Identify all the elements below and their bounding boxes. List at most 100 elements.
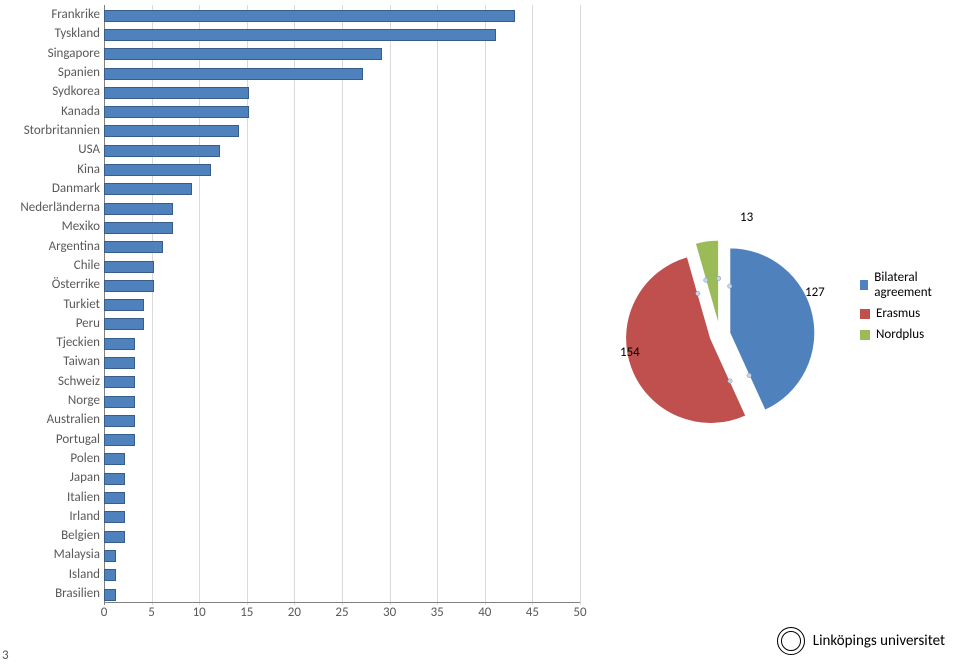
bar-row: Nederländerna bbox=[0, 198, 580, 217]
bar-fill bbox=[104, 569, 116, 581]
bar-row: Brasilien bbox=[0, 584, 580, 603]
legend-swatch-icon bbox=[860, 309, 870, 319]
bar-label: Polen bbox=[0, 451, 104, 466]
bar-row: Italien bbox=[0, 487, 580, 506]
x-tick: 40 bbox=[465, 605, 505, 620]
x-tick: 10 bbox=[179, 605, 219, 620]
pie-slice bbox=[730, 248, 815, 410]
bar-fill bbox=[104, 473, 125, 485]
bar-label: Norge bbox=[0, 393, 104, 408]
x-tick: 30 bbox=[370, 605, 410, 620]
legend-swatch-icon bbox=[860, 330, 870, 340]
bar-row: Portugal bbox=[0, 430, 580, 449]
pie-value-bilateral: 127 bbox=[805, 285, 825, 300]
page-number: 3 bbox=[2, 648, 9, 663]
bar-fill bbox=[104, 87, 249, 99]
bar-fill bbox=[104, 68, 363, 80]
bar-row: USA bbox=[0, 140, 580, 159]
bar-label: Österrike bbox=[0, 277, 104, 292]
bar-label: Schweiz bbox=[0, 374, 104, 389]
bar-chart: Frankrike Tyskland Singapore Spanien Sydkore… bbox=[0, 0, 580, 640]
x-tick: 0 bbox=[84, 605, 124, 620]
bar-row: Norge bbox=[0, 391, 580, 410]
bar-label: Kanada bbox=[0, 104, 104, 119]
bar-fill bbox=[104, 48, 382, 60]
bar-fill bbox=[104, 183, 192, 195]
pie-handle-icon bbox=[696, 291, 700, 295]
bar-label: Spanien bbox=[0, 65, 104, 80]
pie-legend: Bilateral agreement Erasmus Nordplus bbox=[860, 270, 960, 348]
bar-row: Kanada bbox=[0, 101, 580, 120]
bar-label: Peru bbox=[0, 316, 104, 331]
bar-row: Frankrike bbox=[0, 5, 580, 24]
bar-label: Chile bbox=[0, 258, 104, 273]
gridline bbox=[580, 5, 581, 605]
bar-label: Kina bbox=[0, 162, 104, 177]
bar-label: Nederländerna bbox=[0, 200, 104, 215]
bar-fill bbox=[104, 222, 173, 234]
bar-fill bbox=[104, 125, 239, 137]
bar-fill bbox=[104, 338, 135, 350]
bar-row: Singapore bbox=[0, 44, 580, 63]
bar-fill bbox=[104, 453, 125, 465]
pie-chart: 127 154 13 Bilateral agreementErasmusNor… bbox=[600, 195, 960, 455]
bar-fill bbox=[104, 145, 220, 157]
bar-label: Singapore bbox=[0, 46, 104, 61]
bar-label: Italien bbox=[0, 490, 104, 505]
bar-fill bbox=[104, 280, 154, 292]
bar-label: Mexiko bbox=[0, 219, 104, 234]
bar-label: Tyskland bbox=[0, 26, 104, 41]
bar-label: Frankrike bbox=[0, 7, 104, 22]
bar-rows: Frankrike Tyskland Singapore Spanien Sydkore… bbox=[0, 5, 580, 603]
bar-label: Turkiet bbox=[0, 297, 104, 312]
bar-label: Malaysia bbox=[0, 547, 104, 562]
bar-row: Tjeckien bbox=[0, 333, 580, 352]
legend-item: Erasmus bbox=[860, 306, 960, 321]
bar-row: Danmark bbox=[0, 179, 580, 198]
bar-label: Irland bbox=[0, 509, 104, 524]
bar-row: Island bbox=[0, 565, 580, 584]
bar-fill bbox=[104, 492, 125, 504]
bar-label: Portugal bbox=[0, 432, 104, 447]
logo-seal-icon bbox=[777, 627, 805, 655]
bar-fill bbox=[104, 29, 496, 41]
bar-fill bbox=[104, 106, 249, 118]
bar-row: Mexiko bbox=[0, 217, 580, 236]
legend-item: Nordplus bbox=[860, 327, 960, 342]
x-tick: 50 bbox=[560, 605, 600, 620]
pie-handle-icon bbox=[728, 284, 732, 288]
pie-value-nordplus: 13 bbox=[740, 210, 753, 225]
bar-row: Kina bbox=[0, 159, 580, 178]
x-tick: 45 bbox=[512, 605, 552, 620]
bar-fill bbox=[104, 299, 144, 311]
bar-fill bbox=[104, 531, 125, 543]
bar-label: Taiwan bbox=[0, 354, 104, 369]
bar-row: Tyskland bbox=[0, 24, 580, 43]
bar-label: Argentina bbox=[0, 239, 104, 254]
bar-label: Brasilien bbox=[0, 586, 104, 601]
bar-label: Island bbox=[0, 567, 104, 582]
bar-fill bbox=[104, 589, 116, 601]
bar-row: Chile bbox=[0, 256, 580, 275]
bar-row: Taiwan bbox=[0, 352, 580, 371]
logo-text: Linköpings universitet bbox=[813, 632, 945, 650]
bar-row: Polen bbox=[0, 449, 580, 468]
bar-row: Japan bbox=[0, 468, 580, 487]
legend-label: Bilateral agreement bbox=[874, 270, 960, 300]
x-axis-line bbox=[104, 602, 580, 603]
legend-item: Bilateral agreement bbox=[860, 270, 960, 300]
bar-row: Australien bbox=[0, 410, 580, 429]
x-axis: 05101520253035404550 bbox=[104, 605, 580, 625]
legend-label: Nordplus bbox=[876, 327, 924, 342]
pie-slice bbox=[626, 257, 746, 424]
bar-label: Sydkorea bbox=[0, 84, 104, 99]
bar-fill bbox=[104, 434, 135, 446]
bar-fill bbox=[104, 376, 135, 388]
bar-row: Storbritannien bbox=[0, 121, 580, 140]
bar-fill bbox=[104, 396, 135, 408]
pie-handle-icon bbox=[728, 379, 732, 383]
pie-handle-icon bbox=[704, 278, 708, 282]
bar-fill bbox=[104, 511, 125, 523]
bar-row: Österrike bbox=[0, 275, 580, 294]
bar-label: Tjeckien bbox=[0, 335, 104, 350]
